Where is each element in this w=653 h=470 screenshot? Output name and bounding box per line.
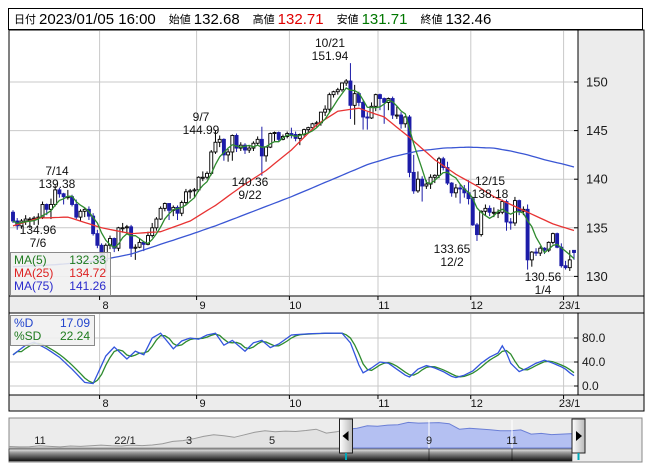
price-panel bbox=[8, 29, 579, 297]
open-value: 132.68 bbox=[193, 10, 240, 28]
ma5-label: MA(5) bbox=[14, 253, 47, 267]
annotation-line: 130.56 bbox=[524, 270, 562, 284]
stochastic-axis-panel bbox=[577, 312, 645, 396]
stoch-d-value: 17.09 bbox=[59, 316, 90, 330]
svg-text:11: 11 bbox=[34, 435, 45, 447]
chart-annotation: 10/21 151.94 bbox=[312, 37, 349, 63]
ohlc-info-bar: 日付 2023/01/05 16:00 始値 132.68 高値 132.71 … bbox=[8, 8, 643, 30]
gridlines bbox=[10, 31, 577, 394]
svg-text:11: 11 bbox=[378, 398, 389, 410]
stoch-sd-value: 22.24 bbox=[59, 329, 90, 343]
annotation-line: 12/15 bbox=[474, 174, 506, 188]
svg-text:9: 9 bbox=[200, 398, 206, 410]
svg-text:8: 8 bbox=[103, 398, 109, 410]
high-value: 132.71 bbox=[277, 10, 324, 28]
price-axis-labels: 150 145 140 135 130 bbox=[574, 75, 608, 284]
svg-text:10: 10 bbox=[289, 398, 301, 410]
svg-text:8: 8 bbox=[103, 300, 109, 312]
annotation-line: 1/4 bbox=[534, 283, 552, 297]
svg-text:145: 145 bbox=[586, 123, 608, 138]
annotation-line: 9/7 bbox=[192, 110, 210, 124]
stoch-d-label: %D bbox=[14, 316, 34, 330]
low-label: 安値 bbox=[336, 14, 359, 26]
navigator-labels: 11 22/1 3 5 9 11 bbox=[34, 435, 517, 447]
svg-text:10: 10 bbox=[289, 300, 301, 312]
annotation-line: 139.38 bbox=[38, 177, 76, 191]
svg-text:9: 9 bbox=[200, 300, 206, 312]
chart-annotation: 133.65 12/2 bbox=[434, 243, 471, 269]
ma75-label: MA(75) bbox=[14, 279, 54, 293]
chart-annotation: 9/7 144.99 bbox=[183, 111, 220, 137]
annotation-line: 10/21 bbox=[314, 36, 346, 50]
chart-annotation: 140.36 9/22 bbox=[232, 176, 269, 202]
navigator-area-unselected bbox=[9, 428, 346, 449]
stochastic-axis-labels: 80.0 40.0 0.0 bbox=[574, 331, 606, 393]
stochastic-lines bbox=[12, 332, 575, 385]
ma25-label: MA(25) bbox=[14, 266, 54, 280]
svg-text:130: 130 bbox=[586, 269, 608, 284]
svg-text:12: 12 bbox=[471, 300, 483, 312]
annotation-line: 7/14 bbox=[45, 164, 69, 178]
svg-text:80.0: 80.0 bbox=[582, 331, 606, 345]
candlestick-series[interactable] bbox=[11, 63, 576, 273]
navigator-left-handle[interactable] bbox=[339, 418, 353, 460]
svg-text:5: 5 bbox=[269, 435, 275, 447]
svg-text:150: 150 bbox=[586, 75, 608, 90]
chart-annotation: 12/15 138.18 bbox=[472, 175, 509, 201]
stochastic-legend: %D 17.09 %SD 22.24 bbox=[10, 315, 95, 346]
ma5-value: 132.33 bbox=[69, 253, 106, 267]
annotation-line: 140.36 bbox=[231, 175, 269, 189]
annotation-line: 9/22 bbox=[238, 188, 262, 202]
annotation-line: 12/2 bbox=[440, 255, 464, 269]
svg-text:22/1: 22/1 bbox=[114, 435, 135, 447]
stochastic-xaxis-strip bbox=[8, 394, 645, 412]
navigator-right-handle[interactable] bbox=[571, 418, 586, 460]
ma25-value: 134.72 bbox=[69, 266, 106, 280]
svg-text:140: 140 bbox=[586, 172, 608, 187]
annotation-line: 138.18 bbox=[471, 187, 509, 201]
close-value: 132.46 bbox=[445, 10, 492, 28]
svg-text:40.0: 40.0 bbox=[582, 355, 606, 369]
svg-text:9: 9 bbox=[426, 435, 432, 447]
open-label: 始値 bbox=[168, 14, 191, 26]
month-tick-labels: 8 8 9 9 10 10 11 11 12 12 23/1 23/1 bbox=[99, 296, 580, 410]
date-label: 日付 bbox=[14, 14, 36, 26]
annotation-line: 151.94 bbox=[311, 49, 349, 63]
chart-annotation: 134.96 7/6 bbox=[20, 224, 57, 250]
close-label: 終値 bbox=[420, 14, 443, 26]
ma-legend: MA(5) 132.33 MA(25) 134.72 MA(75) 141.26 bbox=[10, 252, 111, 296]
price-axis-panel bbox=[577, 29, 645, 297]
scrollbar-track[interactable] bbox=[8, 448, 573, 462]
svg-text:135: 135 bbox=[586, 220, 608, 235]
svg-text:11: 11 bbox=[378, 300, 389, 312]
stoch-sd-label: %SD bbox=[14, 329, 42, 343]
chart-annotation: 7/14 139.38 bbox=[39, 165, 76, 191]
svg-text:11: 11 bbox=[506, 435, 517, 447]
svg-text:3: 3 bbox=[186, 435, 192, 447]
svg-text:12: 12 bbox=[471, 398, 483, 410]
ma75-value: 141.26 bbox=[69, 279, 106, 293]
chart-annotation: 130.56 1/4 bbox=[525, 271, 562, 297]
annotation-line: 134.96 bbox=[19, 223, 57, 237]
annotation-line: 133.65 bbox=[433, 242, 471, 256]
annotation-line: 144.99 bbox=[182, 123, 220, 137]
high-label: 高値 bbox=[252, 14, 275, 26]
annotation-line: 7/6 bbox=[29, 236, 47, 250]
svg-text:23/1: 23/1 bbox=[559, 398, 580, 410]
date-value: 2023/01/05 16:00 bbox=[39, 10, 156, 28]
navigator-area-selected bbox=[346, 421, 572, 449]
svg-text:23/1: 23/1 bbox=[559, 300, 580, 312]
low-value: 131.71 bbox=[361, 10, 408, 28]
svg-text:0.0: 0.0 bbox=[582, 379, 599, 393]
